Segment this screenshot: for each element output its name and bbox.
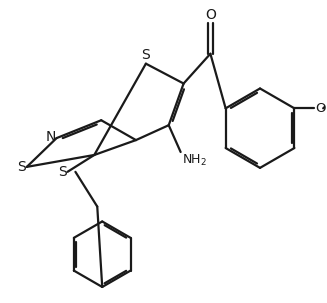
Text: S: S	[58, 165, 66, 179]
Text: O: O	[315, 102, 326, 115]
Text: NH$_2$: NH$_2$	[181, 153, 207, 168]
Text: S: S	[142, 48, 150, 62]
Text: O: O	[205, 8, 216, 22]
Text: S: S	[17, 160, 26, 174]
Text: N: N	[45, 130, 56, 144]
